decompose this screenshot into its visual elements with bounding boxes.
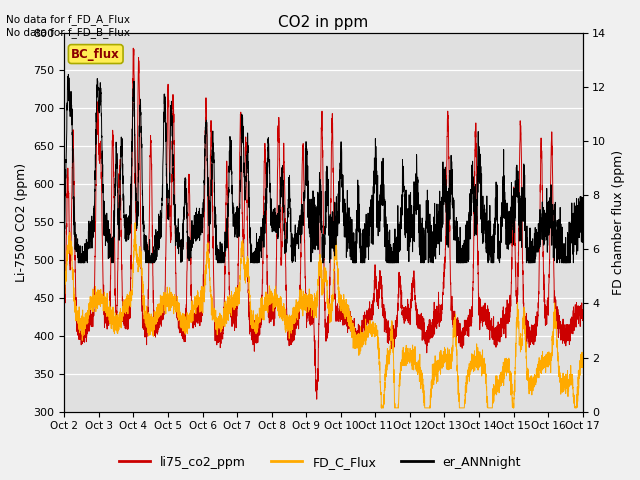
- Legend: li75_co2_ppm, FD_C_Flux, er_ANNnight: li75_co2_ppm, FD_C_Flux, er_ANNnight: [114, 451, 526, 474]
- Y-axis label: Li-7500 CO2 (ppm): Li-7500 CO2 (ppm): [15, 163, 28, 282]
- Text: BC_flux: BC_flux: [71, 48, 120, 60]
- Text: No data for f_FD_A_Flux
No data for f_FD_B_Flux: No data for f_FD_A_Flux No data for f_FD…: [6, 14, 131, 38]
- Title: CO2 in ppm: CO2 in ppm: [278, 15, 369, 30]
- Y-axis label: FD chamber flux (ppm): FD chamber flux (ppm): [612, 150, 625, 295]
